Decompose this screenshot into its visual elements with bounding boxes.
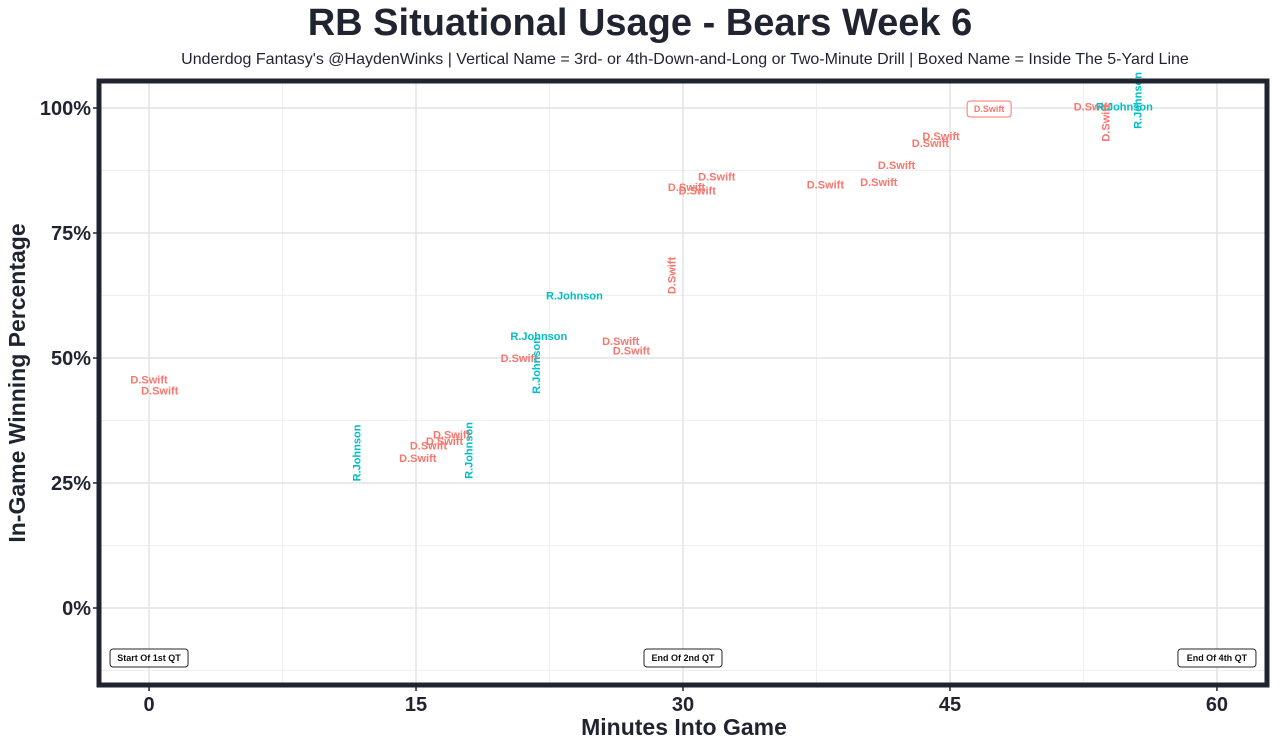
quarter-marker-box [1177, 648, 1257, 668]
y-tick-label: 100% [40, 98, 91, 120]
data-point-label: R.Johnson [546, 291, 603, 303]
data-point-label: D.Swift [878, 160, 916, 172]
data-point-label: R.Johnson [1096, 102, 1153, 114]
data-point-label: D.Swift [912, 138, 950, 150]
data-point-label: D.Swift [668, 182, 706, 194]
data-point-label: D.Swift [860, 177, 898, 189]
x-tick-label: 15 [405, 694, 427, 716]
data-point-label: D.Swift [698, 172, 736, 184]
data-point-label: D.Swift [433, 430, 471, 442]
data-point-label: D.Swift [922, 131, 960, 143]
y-tick-label: 0% [62, 598, 91, 620]
quarter-markers: Start Of 1st QT End Of 2nd QT End Of 4th Q… [109, 648, 1257, 668]
y-axis-title: In-Game Winning Percentage [4, 223, 30, 542]
data-point-label: D.Swift [1074, 102, 1112, 114]
data-point-label: D.Swift [807, 180, 845, 192]
data-point-label: R.Johnson [510, 331, 567, 343]
data-point-label: R.Johnson [531, 337, 543, 394]
x-tick-label: 60 [1206, 694, 1228, 716]
x-tick-label: 45 [939, 694, 961, 716]
data-point-label: D.Swift [974, 104, 1005, 114]
data-point-label: R.Johnson [463, 422, 475, 479]
data-point-label: R.Johnson [351, 424, 363, 481]
chart-subtitle: Underdog Fantasy's @HaydenWinks | Vertic… [181, 51, 1189, 68]
quarter-marker-label: End Of 4th QT [1187, 653, 1248, 663]
y-tick-label: 50% [51, 348, 91, 370]
data-point-label: D.Swift [426, 436, 464, 448]
data-point-label: D.Swift [679, 186, 717, 198]
data-point-label: D.Swift [141, 386, 179, 398]
data-point-label: R.Johnson [1133, 72, 1145, 129]
data-point-label: D.Swift [666, 257, 678, 295]
x-tick-label: 0 [143, 694, 154, 716]
y-axis-ticks: 0% 25% 50% 75% 100% [40, 98, 99, 620]
quarter-marker-label: Start Of 1st QT [117, 653, 181, 663]
data-point-label: D.Swift [410, 441, 448, 453]
data-point-label: D.Swift [602, 336, 640, 348]
x-tick-label: 30 [672, 694, 694, 716]
data-point-label: D.Swift [501, 353, 539, 365]
quarter-marker-box [643, 648, 723, 668]
x-axis-ticks: 0 15 30 45 60 [143, 685, 1228, 716]
x-axis-title: Minutes Into Game [581, 714, 787, 740]
chart-title: RB Situational Usage - Bears Week 6 [307, 2, 973, 44]
y-tick-label: 75% [51, 223, 91, 245]
data-point-label: D.Swift [1101, 104, 1113, 142]
data-point-label: D.Swift [613, 346, 651, 358]
y-tick-label: 25% [51, 473, 91, 495]
grid-lines [101, 83, 1265, 683]
quarter-marker-label: End Of 2nd QT [652, 653, 715, 663]
data-point-label: D.Swift [399, 453, 437, 465]
data-point-label: D.Swift [130, 375, 168, 387]
data-point-box [966, 100, 1012, 118]
quarter-marker-box [109, 648, 189, 668]
